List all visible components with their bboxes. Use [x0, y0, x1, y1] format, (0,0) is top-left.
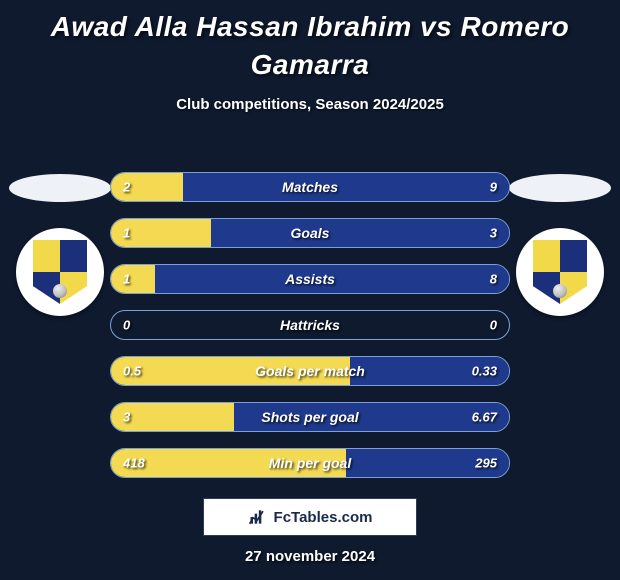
footer-date: 27 november 2024 — [245, 548, 375, 565]
stat-label: Hattricks — [280, 317, 340, 333]
stat-value-right: 295 — [475, 456, 497, 471]
stat-label: Assists — [285, 271, 335, 287]
stat-value-right: 8 — [490, 272, 497, 287]
stat-row: 1 8 Assists — [110, 264, 510, 294]
stat-value-left: 1 — [123, 226, 130, 241]
stat-value-left: 1 — [123, 272, 130, 287]
stat-value-left: 3 — [123, 410, 130, 425]
page-subtitle: Club competitions, Season 2024/2025 — [0, 96, 620, 113]
stat-label: Goals — [291, 225, 330, 241]
stat-row: 0 0 Hattricks — [110, 310, 510, 340]
stats-bars: 29Matches13Goals18Assists00Hattricks0.50… — [110, 172, 510, 494]
player-left-oval — [9, 174, 111, 202]
stat-label: Matches — [282, 179, 338, 195]
page-title: Awad Alla Hassan Ibrahim vs Romero Gamar… — [0, 0, 620, 84]
stat-row: 418 295 Min per goal — [110, 448, 510, 478]
stat-label: Shots per goal — [261, 409, 358, 425]
stat-value-left: 0.5 — [123, 364, 141, 379]
stat-value-left: 418 — [123, 456, 145, 471]
stat-label: Min per goal — [269, 455, 351, 471]
stat-fill-left — [111, 173, 183, 201]
player-right-oval — [509, 174, 611, 202]
stat-value-left: 0 — [123, 318, 130, 333]
stat-row: 3 6.67 Shots per goal — [110, 402, 510, 432]
shield-icon — [533, 240, 587, 304]
stat-value-right: 0.33 — [472, 364, 497, 379]
club-crest-right — [516, 228, 604, 316]
brand-badge: FcTables.com — [203, 498, 417, 536]
stat-value-right: 6.67 — [472, 410, 497, 425]
chart-icon — [248, 507, 268, 527]
stat-fill-right — [183, 173, 509, 201]
stat-label: Goals per match — [255, 363, 365, 379]
brand-text: FcTables.com — [274, 509, 373, 526]
stat-row: 0.5 0.33 Goals per match — [110, 356, 510, 386]
stat-value-right: 0 — [490, 318, 497, 333]
stat-value-right: 9 — [490, 180, 497, 195]
stat-fill-left — [111, 265, 155, 293]
stat-row: 2 9 Matches — [110, 172, 510, 202]
stat-value-right: 3 — [490, 226, 497, 241]
stat-fill-right — [211, 219, 510, 247]
club-crest-left — [16, 228, 104, 316]
stat-value-left: 2 — [123, 180, 130, 195]
shield-icon — [33, 240, 87, 304]
stat-row: 1 3 Goals — [110, 218, 510, 248]
